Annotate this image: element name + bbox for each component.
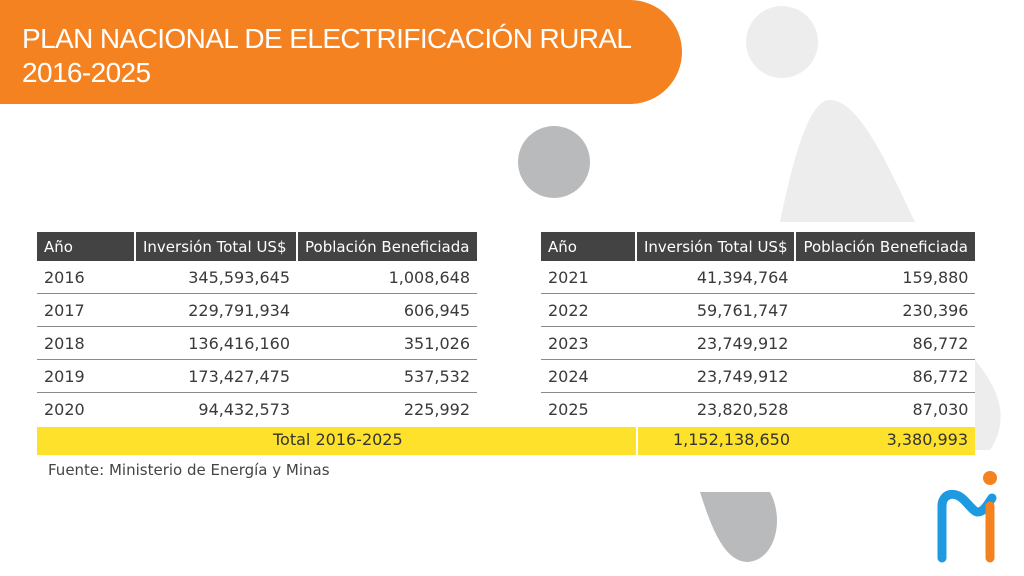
population-cell: 1,008,648: [297, 261, 477, 294]
investment-cell: 23,749,912: [636, 326, 796, 360]
column-header-population: Población Beneficiada: [795, 232, 976, 261]
title-line-2: 2016-2025: [22, 57, 151, 88]
population-cell: 230,396: [795, 293, 976, 327]
table-row: 2020 94,432,573 225,992: [37, 393, 477, 426]
year-cell: 2016: [37, 261, 135, 294]
column-header-population: Población Beneficiada: [297, 232, 477, 261]
table-2021-2025: Año Inversión Total US$ Población Benefi…: [541, 232, 976, 426]
year-cell: 2018: [37, 326, 135, 360]
investment-cell: 94,432,573: [198, 399, 290, 419]
table-row: 2023 23,749,912 86,772: [541, 326, 976, 360]
total-row: [37, 427, 975, 455]
population-cell: 86,772: [795, 326, 976, 360]
table-row: 2025 23,820,528 87,030: [541, 393, 975, 426]
source-note: Fuente: Ministerio de Energía y Minas: [48, 461, 330, 479]
population-cell: 606,945: [297, 293, 477, 327]
investment-cell: 23,749,912: [636, 359, 796, 393]
population-cell: 87,030: [912, 399, 969, 419]
investment-cell: 41,394,764: [636, 261, 796, 294]
population-cell: 537,532: [297, 359, 477, 393]
table-header-row: Año Inversión Total US$ Población Benefi…: [37, 232, 477, 261]
year-cell: 2019: [37, 359, 135, 393]
total-label: Total 2016-2025: [273, 430, 403, 449]
investment-cell: 345,593,645: [135, 261, 297, 294]
year-cell: 2022: [541, 293, 636, 327]
brand-logo-icon: [937, 471, 997, 563]
investment-cell: 229,791,934: [135, 293, 297, 327]
table-2016-2020: Año Inversión Total US$ Población Benefi…: [37, 232, 477, 425]
year-cell: 2020: [44, 399, 85, 419]
year-cell: 2024: [541, 359, 636, 393]
population-cell: 225,992: [403, 399, 470, 419]
total-investment: 1,152,138,650: [672, 430, 790, 449]
table-row: 2022 59,761,747 230,396: [541, 293, 976, 327]
total-population: 3,380,993: [886, 430, 968, 449]
year-cell: 2021: [541, 261, 636, 294]
light-gray-arch: [780, 100, 915, 222]
column-header-investment: Inversión Total US$: [636, 232, 797, 261]
year-cell: 2023: [541, 326, 636, 360]
investment-cell: 23,820,528: [696, 399, 789, 419]
light-gray-curve: [975, 360, 1001, 450]
table-row: 2017 229,791,934 606,945: [37, 293, 477, 327]
population-cell: 86,772: [795, 359, 976, 393]
population-cell: 351,026: [297, 326, 477, 360]
table-row: 2019 173,427,475 537,532: [37, 359, 477, 393]
total-divider: [636, 427, 638, 455]
table-row: 2024 23,749,912 86,772: [541, 359, 976, 393]
table-row: 2016 345,593,645 1,008,648: [37, 261, 477, 294]
title-line-1: PLAN NACIONAL DE ELECTRIFICACIÓN RURAL: [22, 23, 632, 54]
gray-curve: [700, 492, 777, 562]
gray-circle: [518, 126, 590, 198]
title-banner: [0, 0, 682, 104]
column-header-year: Año: [37, 232, 136, 261]
table-header-row: Año Inversión Total US$ Población Benefi…: [541, 232, 976, 261]
year-cell: 2025: [548, 399, 589, 419]
column-header-year: Año: [541, 232, 637, 261]
investment-cell: 173,427,475: [135, 359, 297, 393]
column-header-investment: Inversión Total US$: [135, 232, 298, 261]
year-cell: 2017: [37, 293, 135, 327]
investment-cell: 136,416,160: [135, 326, 297, 360]
light-gray-circle: [746, 6, 818, 78]
investment-cell: 59,761,747: [636, 293, 796, 327]
table-row: 2018 136,416,160 351,026: [37, 326, 477, 360]
table-row: 2021 41,394,764 159,880: [541, 261, 976, 294]
page-title: PLAN NACIONAL DE ELECTRIFICACIÓN RURAL 2…: [22, 22, 632, 90]
population-cell: 159,880: [795, 261, 976, 294]
